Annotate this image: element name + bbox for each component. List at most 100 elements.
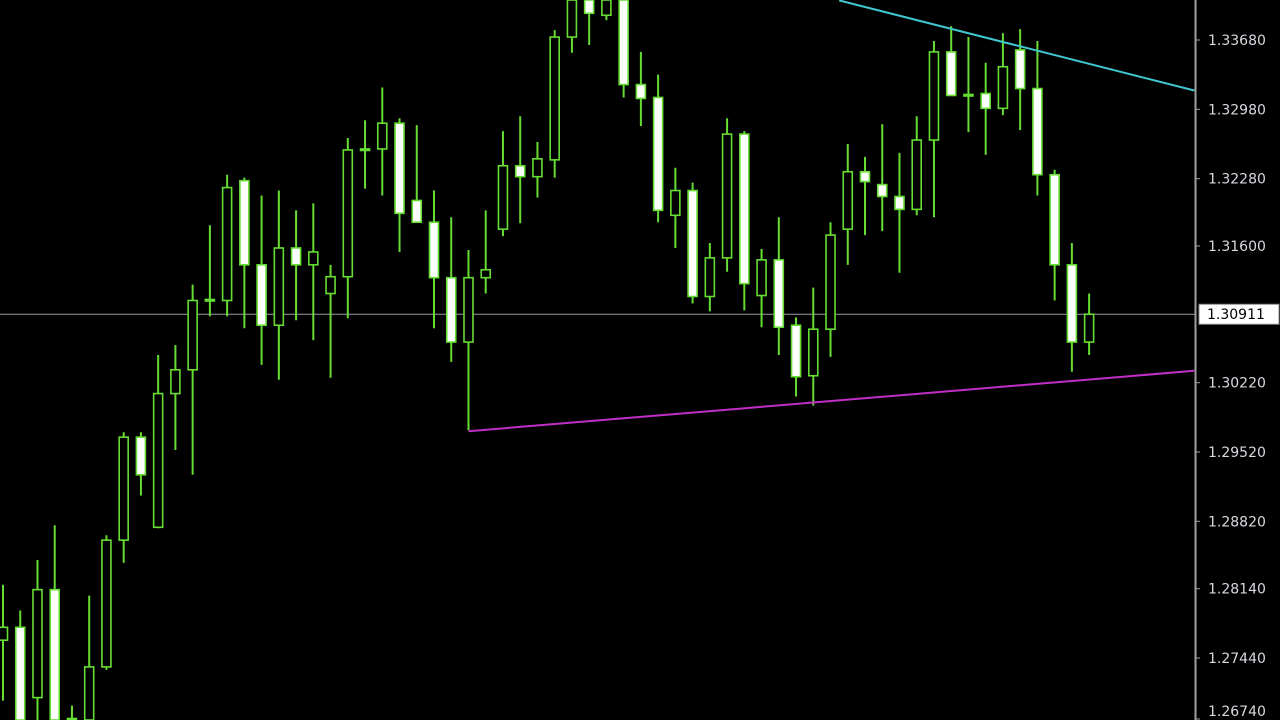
candle-body-bull <box>170 369 181 395</box>
candle <box>618 0 629 98</box>
candle-body-bull <box>963 93 974 97</box>
candle <box>601 0 612 21</box>
candle <box>704 243 716 312</box>
candle <box>842 144 854 265</box>
candle-body-bull <box>376 122 388 150</box>
candle-body-bull <box>928 51 940 141</box>
candle-body-bear <box>256 264 267 327</box>
candle-body-bull <box>1083 313 1095 343</box>
candle-body-bull <box>756 259 767 297</box>
candle <box>876 124 888 232</box>
axis-tick-label: 1.28140 <box>1208 582 1266 598</box>
candle <box>204 225 216 317</box>
candle-body-bear <box>394 122 405 215</box>
candle-body-bull <box>342 149 354 278</box>
candle <box>790 317 802 397</box>
candle <box>256 195 267 365</box>
candle-body-bear <box>945 51 957 97</box>
candle <box>1049 169 1060 301</box>
candle <box>859 156 871 236</box>
candle-body-bull <box>566 0 578 38</box>
candle-body-bear <box>635 83 647 100</box>
axis-tick-label: 1.32280 <box>1208 172 1266 188</box>
resistance-trendline[interactable] <box>838 0 1195 92</box>
candle-body-bull <box>911 139 923 211</box>
candle-body-bear <box>239 179 250 266</box>
candle-body-bear <box>14 626 26 720</box>
candle <box>1083 293 1095 355</box>
candle-body-bear <box>894 195 905 211</box>
candle <box>32 559 43 720</box>
support-trendline[interactable] <box>468 369 1195 433</box>
candle <box>118 432 129 563</box>
axis-tick-label: 1.31600 <box>1208 239 1266 255</box>
trendlines-layer <box>468 0 1195 433</box>
candle-body-bull <box>480 268 492 279</box>
candle-body-bull <box>66 717 78 720</box>
candle-body-bear <box>290 247 302 266</box>
candle <box>928 41 940 218</box>
candle <box>911 116 923 216</box>
candle-body-bear <box>445 276 457 343</box>
candle-body-bear <box>790 324 802 378</box>
candle <box>135 432 147 496</box>
candle <box>290 210 302 321</box>
candle-body-bear <box>1014 49 1026 90</box>
axis-tick-label: 1.27440 <box>1208 651 1266 667</box>
candle <box>170 345 181 451</box>
candle <box>66 705 78 720</box>
candle-body-bull <box>463 276 474 343</box>
candle-body-bear <box>411 199 423 224</box>
candle <box>376 87 388 196</box>
candle-body-bull <box>497 164 509 230</box>
candle <box>14 610 26 720</box>
candle-body-bull <box>221 186 233 302</box>
candle-body-bear <box>428 221 440 279</box>
candle-body-bear <box>859 170 871 183</box>
candle-body-bull <box>325 275 336 295</box>
candle-body-bull <box>825 234 836 330</box>
candle <box>583 0 595 45</box>
candle <box>1014 29 1026 131</box>
candle-body-bull <box>152 392 164 529</box>
candle-body-bull <box>842 170 854 230</box>
price-axis[interactable]: 1.33680 1.32980 1.32280 1.31600 1.30220 1.295… <box>1194 0 1280 720</box>
axis-tick-label: 1.32980 <box>1208 102 1266 118</box>
candle <box>635 51 647 127</box>
candle <box>980 62 991 155</box>
candle <box>825 222 836 357</box>
candle-body-bear <box>652 96 664 212</box>
candle-body-bull <box>32 588 43 699</box>
candle <box>652 74 664 223</box>
candles-layer <box>0 0 1195 720</box>
candle <box>273 190 285 380</box>
candle <box>739 131 750 311</box>
candle-body-bull <box>308 251 319 266</box>
candle <box>497 131 509 237</box>
candle <box>807 287 819 406</box>
candle-body-bear <box>980 92 991 110</box>
candle-body-bull <box>118 436 129 541</box>
candle-body-bear <box>773 259 785 329</box>
axis-tick-label: 1.29520 <box>1208 445 1266 461</box>
candle-body-bear <box>687 189 698 298</box>
axis-tick-label: 1.28820 <box>1208 514 1266 530</box>
axis-tick-label: 1.30220 <box>1208 376 1266 392</box>
candle <box>514 116 526 224</box>
candle <box>549 30 560 178</box>
candle <box>1066 243 1078 372</box>
candle <box>963 37 974 133</box>
candle <box>670 167 681 248</box>
candle-body-bull <box>187 299 198 371</box>
candle <box>566 0 578 53</box>
candle <box>894 152 905 273</box>
candle-body-bull <box>670 189 681 217</box>
candle-body-bull <box>601 0 612 17</box>
candle-body-bear <box>1049 173 1060 266</box>
candle <box>480 210 492 294</box>
candle <box>0 584 9 701</box>
candle <box>463 249 474 431</box>
candle <box>773 217 785 355</box>
candle <box>101 535 112 670</box>
